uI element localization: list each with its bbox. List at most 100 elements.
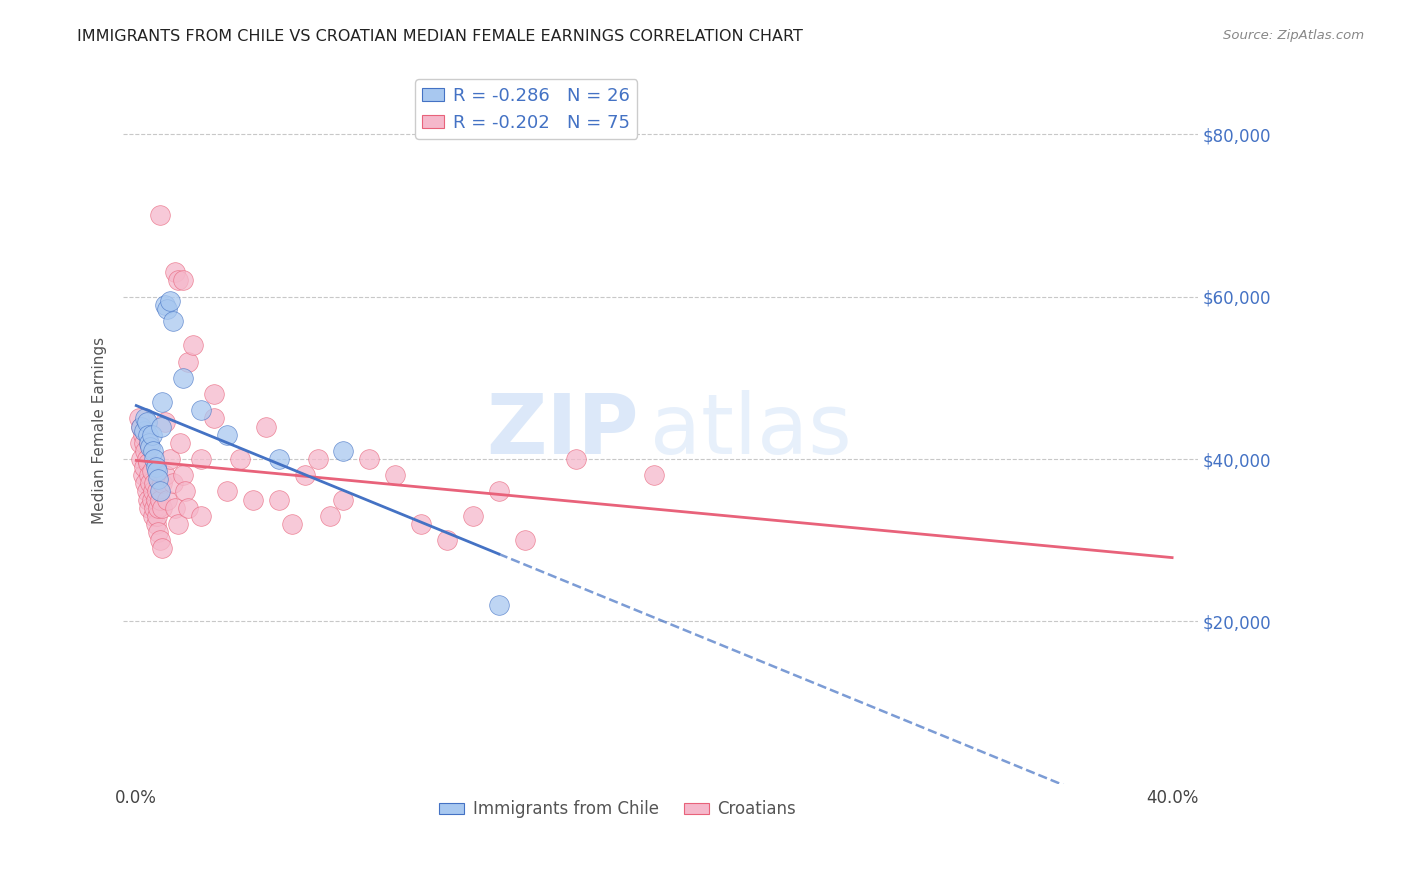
Point [190,452,212,467]
Point [332,443,354,458]
Point [142,508,165,523]
Point [190,403,212,417]
Point [146,484,169,499]
Legend: Immigrants from Chile, Croatians: Immigrants from Chile, Croatians [433,794,803,825]
Point [172,371,194,385]
Point [165,500,187,515]
Point [215,427,238,442]
Point [143,452,166,467]
Point [488,598,510,612]
Point [319,508,342,523]
Point [294,468,316,483]
Point [267,452,290,467]
Point [177,354,200,368]
Point [138,435,160,450]
Point [131,419,153,434]
Point [136,492,159,507]
Point [166,516,188,531]
Point [142,484,165,499]
Point [131,452,153,467]
Point [131,419,153,434]
Text: IMMIGRANTS FROM CHILE VS CROATIAN MEDIAN FEMALE EARNINGS CORRELATION CHART: IMMIGRANTS FROM CHILE VS CROATIAN MEDIAN… [77,29,803,44]
Point [242,492,264,507]
Point [136,456,159,470]
Point [254,419,277,434]
Point [159,293,181,308]
Point [174,484,197,499]
Point [215,484,238,499]
Point [142,443,165,458]
Point [143,476,166,491]
Point [148,484,170,499]
Point [643,468,665,483]
Point [267,492,290,507]
Point [129,435,152,450]
Point [148,533,170,548]
Text: ZIP: ZIP [486,390,640,471]
Point [134,476,156,491]
Point [148,209,170,223]
Point [172,273,194,287]
Point [165,265,187,279]
Point [488,484,510,499]
Point [148,492,170,507]
Point [332,492,354,507]
Point [202,411,225,425]
Point [190,508,212,523]
Point [565,452,588,467]
Point [145,516,167,531]
Point [145,492,167,507]
Point [202,387,225,401]
Point [162,314,184,328]
Point [149,419,172,434]
Point [135,452,157,467]
Point [132,460,155,475]
Point [153,298,176,312]
Point [169,435,191,450]
Point [135,416,157,430]
Point [513,533,536,548]
Point [307,452,329,467]
Point [159,452,181,467]
Point [436,533,458,548]
Point [135,484,157,499]
Point [141,464,163,478]
Point [181,338,204,352]
Point [177,500,200,515]
Point [146,508,169,523]
Point [156,492,179,507]
Point [132,427,155,442]
Point [145,460,167,475]
Point [143,500,166,515]
Point [141,492,163,507]
Point [139,440,162,454]
Point [148,472,170,486]
Point [139,476,162,491]
Y-axis label: Median Female Earnings: Median Female Earnings [93,337,107,524]
Point [150,395,173,409]
Point [229,452,252,467]
Point [411,516,433,531]
Point [138,435,160,450]
Point [132,424,155,438]
Point [128,411,150,425]
Point [384,468,406,483]
Point [359,452,381,467]
Point [150,476,173,491]
Point [461,508,484,523]
Point [172,468,194,483]
Point [148,524,170,539]
Point [132,468,155,483]
Text: Source: ZipAtlas.com: Source: ZipAtlas.com [1223,29,1364,42]
Point [141,427,163,442]
Point [166,273,188,287]
Point [162,476,184,491]
Point [138,500,160,515]
Point [153,416,176,430]
Point [148,500,170,515]
Point [153,468,176,483]
Point [150,500,173,515]
Point [156,301,179,316]
Point [150,541,173,556]
Point [136,427,159,442]
